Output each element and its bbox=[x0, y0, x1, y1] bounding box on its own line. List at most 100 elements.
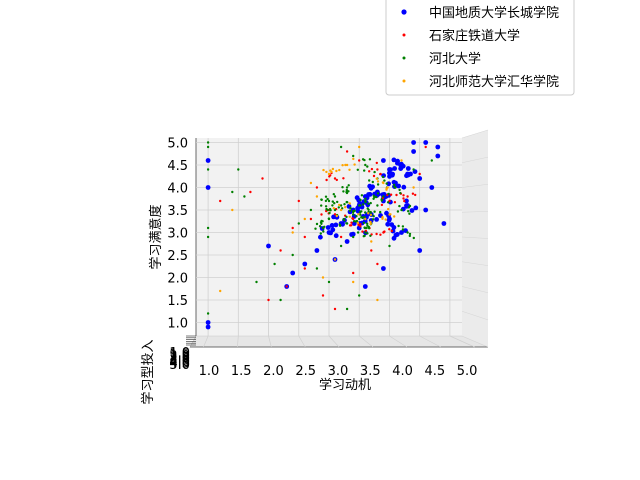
z-tick-label-1: 1.5 bbox=[169, 348, 190, 363]
point-s2-47-j0 bbox=[324, 205, 328, 208]
point-s2-15-j1 bbox=[408, 212, 411, 215]
point-s3-0 bbox=[358, 145, 361, 149]
point-s0-10-j4 bbox=[354, 195, 360, 201]
point-s1-3-j0 bbox=[342, 177, 345, 180]
side-grid-3 bbox=[461, 211, 489, 213]
z-tick-label-2: 2.0 bbox=[169, 349, 190, 364]
point-s1-8-j0 bbox=[357, 223, 360, 227]
y-axis-label: 学习满意度 bbox=[148, 204, 164, 269]
point-s1-14 bbox=[321, 294, 325, 297]
point-s3-10 bbox=[333, 258, 337, 261]
point-s1-25 bbox=[333, 307, 337, 311]
point-s2-47-j5 bbox=[320, 198, 323, 201]
point-s1-24 bbox=[352, 271, 355, 275]
point-s2-11-j0 bbox=[387, 192, 390, 196]
point-s2-39-j0 bbox=[397, 224, 400, 228]
point-s2-40-j0 bbox=[369, 210, 372, 214]
point-s3-5-j4 bbox=[357, 213, 360, 216]
point-s2-34 bbox=[206, 312, 210, 315]
point-s1-29-j3 bbox=[375, 232, 378, 236]
point-s2-12-j0 bbox=[398, 188, 401, 192]
point-s2-3-j2 bbox=[368, 179, 371, 182]
side-grid-1 bbox=[461, 156, 489, 164]
point-s3-1-j2 bbox=[348, 168, 351, 171]
point-s1-21-j3 bbox=[380, 203, 384, 207]
side-grid-8 bbox=[461, 335, 489, 348]
floor-grid-x-4 bbox=[328, 335, 340, 348]
point-s2-46-j2 bbox=[367, 225, 370, 229]
point-s3-2-j3 bbox=[325, 170, 328, 174]
point-s2-35 bbox=[231, 190, 234, 194]
point-s2-19 bbox=[309, 208, 313, 212]
point-s2-18-j2 bbox=[318, 225, 322, 228]
point-s2-39-j4 bbox=[408, 232, 412, 236]
point-s0-25 bbox=[290, 270, 296, 276]
point-s2-21 bbox=[291, 253, 294, 257]
data-points bbox=[205, 140, 447, 330]
point-s1-13 bbox=[303, 267, 306, 270]
point-s2-15-j5 bbox=[398, 204, 401, 208]
point-s2-33 bbox=[206, 145, 210, 149]
point-s3-4-j1 bbox=[344, 206, 347, 209]
point-s2-30 bbox=[206, 226, 210, 230]
x-tick-label-0: 1.0 bbox=[199, 364, 220, 379]
point-s3-5-j2 bbox=[356, 221, 360, 225]
point-s2-47-j4 bbox=[324, 199, 328, 203]
point-s3-6-j4 bbox=[385, 188, 388, 191]
point-s3-15-j1 bbox=[387, 207, 390, 211]
point-s2-39 bbox=[406, 231, 409, 234]
point-s1-2-j1 bbox=[375, 161, 378, 165]
point-s3-9 bbox=[291, 231, 294, 234]
point-s0-1 bbox=[411, 149, 416, 154]
x-axis-label: 学习动机 bbox=[319, 377, 371, 393]
floor-pane bbox=[189, 335, 489, 348]
point-s1-4 bbox=[315, 186, 319, 189]
point-s0-37-j3 bbox=[398, 166, 404, 172]
point-s1-29-j0 bbox=[390, 229, 393, 233]
point-s2-40-j1 bbox=[380, 199, 383, 202]
point-s3-1-j4 bbox=[341, 164, 344, 167]
point-s1-16 bbox=[267, 298, 270, 302]
x-tick-label-7: 4.5 bbox=[424, 364, 445, 379]
point-s2-10-j5 bbox=[362, 235, 365, 238]
point-s0-16-j3 bbox=[333, 233, 339, 239]
point-s0-28 bbox=[362, 284, 368, 289]
y-tick-label-3: 2.5 bbox=[167, 249, 188, 264]
point-s1-22-j2 bbox=[414, 193, 417, 197]
point-s2-12-j3 bbox=[385, 182, 388, 185]
point-s0-4-j3 bbox=[388, 167, 393, 173]
point-s2-2-j4 bbox=[363, 158, 366, 162]
point-s2-2-j5 bbox=[363, 169, 366, 172]
point-s2-41-j2 bbox=[329, 209, 332, 212]
point-s0-15-j5 bbox=[331, 214, 336, 220]
point-s0-23 bbox=[314, 248, 320, 253]
point-s1-18 bbox=[219, 199, 222, 203]
point-s2-42-j5 bbox=[353, 209, 356, 212]
point-s0-29 bbox=[381, 266, 386, 271]
point-s1-20 bbox=[376, 262, 379, 266]
point-s2-5 bbox=[333, 195, 337, 198]
point-s0-9-j4 bbox=[370, 184, 375, 190]
point-s2-7-j0 bbox=[372, 215, 375, 218]
legend-label-2: 河北大学 bbox=[429, 51, 481, 67]
point-s2-45-j3 bbox=[343, 203, 346, 206]
point-s2-45-j0 bbox=[341, 207, 344, 210]
point-s2-39-j1 bbox=[408, 234, 411, 238]
point-s0-34 bbox=[205, 158, 211, 163]
point-s0-15-j3 bbox=[329, 223, 335, 228]
point-s0-6 bbox=[417, 176, 423, 181]
point-s0-3 bbox=[435, 153, 441, 159]
point-s1-23 bbox=[370, 249, 373, 252]
point-s2-3-j0 bbox=[383, 179, 386, 182]
point-s3-2-j4 bbox=[329, 169, 332, 172]
point-s0-21 bbox=[417, 248, 423, 253]
point-s2-43-j5 bbox=[360, 194, 364, 197]
point-s3-4-j0 bbox=[338, 203, 341, 207]
point-s2-3-j5 bbox=[376, 183, 380, 186]
point-s2-16 bbox=[352, 235, 355, 239]
z-tick-label-0: 1.0 bbox=[169, 346, 190, 361]
z-tick-label-7: 4.5 bbox=[169, 357, 190, 372]
point-s2-43-j0 bbox=[372, 194, 375, 197]
point-s0-26 bbox=[266, 243, 271, 249]
point-s1-10 bbox=[303, 235, 306, 239]
